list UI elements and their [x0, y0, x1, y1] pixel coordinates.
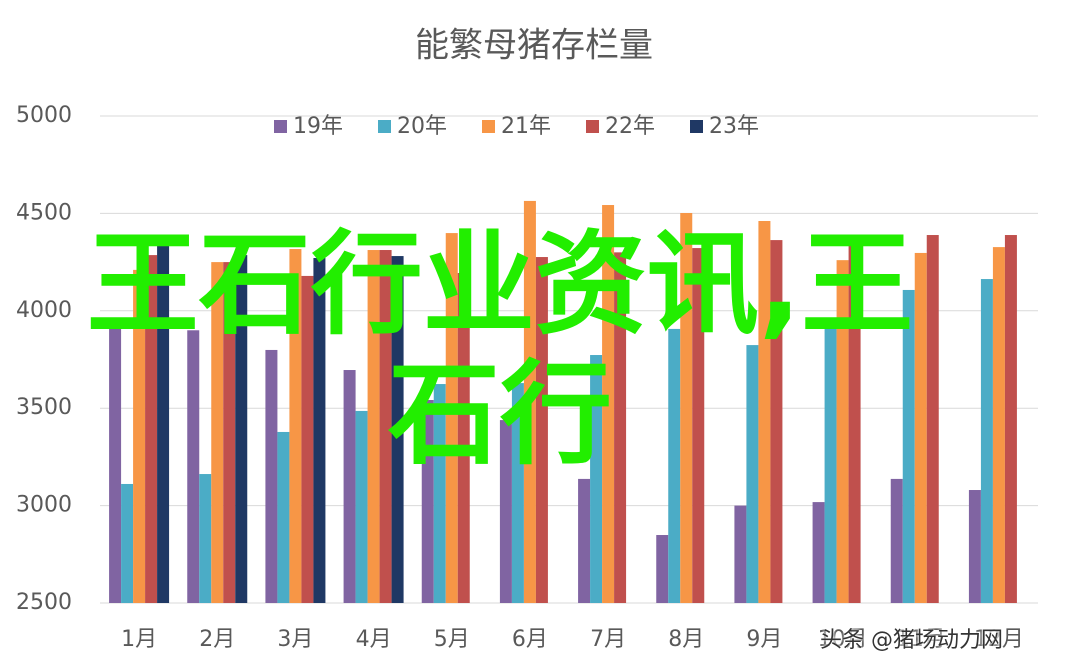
- bar: [692, 248, 705, 603]
- bar: [758, 220, 771, 603]
- x-tick-label: 8月: [668, 627, 704, 652]
- bar: [343, 370, 356, 603]
- bar: [211, 262, 224, 603]
- x-tick-label: 10月: [818, 627, 868, 652]
- bar: [187, 330, 200, 603]
- bar: [902, 289, 915, 603]
- bar: [379, 250, 392, 603]
- bar: [824, 318, 837, 603]
- bar: [367, 250, 380, 603]
- legend-swatch: [586, 120, 599, 133]
- x-tick-label: 5月: [434, 627, 470, 652]
- bar: [109, 320, 122, 603]
- bar: [355, 410, 368, 603]
- bar: [499, 420, 512, 603]
- legend-swatch: [690, 120, 703, 133]
- bar: [836, 260, 849, 603]
- bar: [199, 474, 212, 603]
- bar: [770, 240, 783, 604]
- legend-label: 19年: [293, 114, 343, 139]
- bar: [668, 328, 681, 603]
- x-tick-label: 9月: [746, 627, 782, 652]
- x-tick-label: 3月: [277, 627, 313, 652]
- bar: [235, 255, 248, 603]
- bar: [1004, 235, 1017, 603]
- bar: [590, 355, 603, 603]
- credit: 头条 @猪场动力网: [820, 628, 1003, 653]
- bar: [301, 275, 314, 603]
- x-tick-label: 2月: [199, 627, 235, 652]
- legend-swatch: [274, 120, 287, 133]
- bar: [421, 400, 434, 603]
- x-tick-label: 12月: [974, 627, 1024, 652]
- x-tick-label: 11月: [896, 627, 946, 652]
- bar: [926, 235, 939, 603]
- bar: [614, 252, 627, 604]
- y-tick-label: 4000: [16, 298, 72, 323]
- bar: [734, 505, 747, 603]
- y-tick-label: 3500: [16, 395, 72, 420]
- bar: [511, 383, 524, 603]
- legend-label: 23年: [709, 114, 759, 139]
- bar: [980, 279, 993, 603]
- x-tick-label: 7月: [590, 627, 626, 652]
- y-tick-label: 5000: [16, 103, 72, 128]
- bar: [133, 269, 146, 603]
- bar: [848, 236, 861, 603]
- bar: [680, 213, 693, 603]
- legend-label: 21年: [501, 114, 551, 139]
- bar: [523, 200, 536, 603]
- bar: [914, 252, 927, 603]
- bar: [145, 255, 158, 603]
- watermark: 王石行业资讯,王石行: [86, 220, 914, 480]
- x-tick-label: 6月: [512, 627, 548, 652]
- bar: [656, 535, 669, 603]
- legend-label: 20年: [397, 114, 447, 139]
- y-tick-label: 2500: [16, 590, 72, 615]
- bar: [265, 349, 278, 603]
- x-tick-label: 4月: [356, 627, 392, 652]
- y-tick-label: 4500: [16, 200, 72, 225]
- bar: [277, 431, 290, 603]
- legend-label: 22年: [605, 114, 655, 139]
- legend-swatch: [378, 120, 391, 133]
- bar: [992, 247, 1005, 603]
- bar: [602, 205, 615, 603]
- bar: [313, 258, 326, 603]
- x-tick-label: 1月: [121, 627, 157, 652]
- legend-swatch: [482, 120, 495, 133]
- bar: [223, 262, 236, 603]
- bar: [121, 483, 134, 603]
- bar: [968, 490, 981, 603]
- bar: [578, 478, 591, 603]
- bar: [157, 240, 170, 604]
- bar: [746, 345, 759, 603]
- bar: [812, 502, 825, 603]
- bar: [391, 256, 404, 603]
- bar: [433, 384, 446, 603]
- y-tick-label: 3000: [16, 493, 72, 518]
- bar: [457, 273, 470, 603]
- bar: [289, 249, 302, 603]
- bar: [445, 233, 458, 603]
- bar: [890, 478, 903, 603]
- chart-title: 能繁母猪存栏量: [415, 26, 653, 66]
- bar: [535, 257, 548, 603]
